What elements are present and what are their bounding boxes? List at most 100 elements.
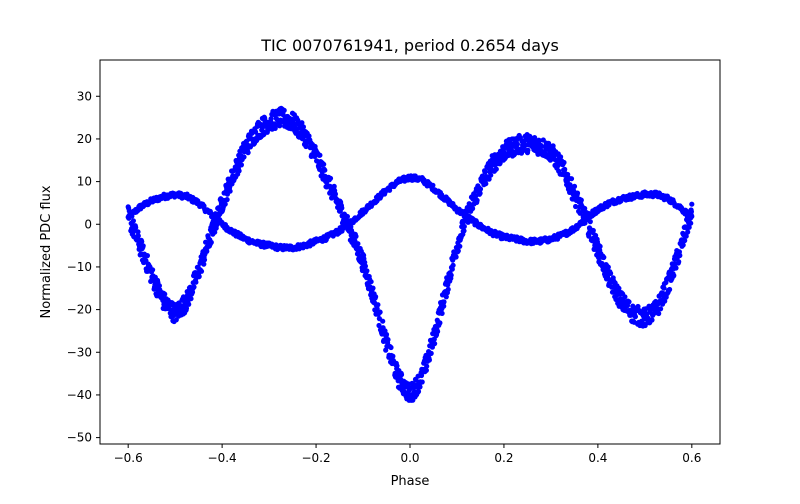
data-point [432,341,438,347]
data-point [375,302,381,308]
data-point [461,228,467,234]
data-point [443,294,449,300]
data-point [140,243,146,249]
data-point [362,263,368,269]
data-point [680,242,686,248]
data-point [388,344,394,351]
data-point [373,294,379,300]
data-point [441,299,447,305]
data-point [661,285,667,291]
data-point [688,220,694,226]
data-point [477,186,484,192]
x-axis-ticks: −0.6 −0.4 −0.2 0.0 0.2 0.4 0.6 [114,444,701,465]
data-point [156,283,162,289]
data-point [214,222,220,228]
data-point [198,268,205,274]
data-point [133,224,139,231]
data-points-layer [125,105,695,403]
data-point [685,229,691,235]
y-tick-label: −10 [67,260,92,274]
data-point [355,241,361,247]
x-axis-label: Phase [391,474,430,489]
data-point [419,379,425,385]
data-point [582,220,588,226]
data-point [332,191,338,197]
data-point [130,218,136,224]
data-point [441,303,447,309]
data-point [482,169,488,175]
data-point [601,254,607,260]
data-point [216,217,222,223]
y-tick-label: 20 [77,132,92,146]
data-point [688,209,695,215]
data-point [191,284,197,290]
data-point [364,268,370,274]
y-axis-label: Normalized PDC flux [39,185,54,318]
data-point [582,205,588,212]
data-point [470,205,476,212]
data-point [649,317,655,323]
data-point [635,303,641,310]
data-point [277,123,283,129]
data-point [608,270,614,276]
data-point [558,154,564,160]
data-point [626,299,632,305]
data-point [183,305,190,311]
x-tick-label: −0.6 [114,451,143,465]
data-point [676,259,682,265]
data-point [186,301,192,307]
data-point [437,320,443,326]
data-point [222,201,228,207]
data-point [299,120,305,126]
data-point [439,310,445,316]
x-tick-label: 0.4 [588,451,607,465]
data-point [385,337,391,343]
y-tick-label: −50 [67,431,92,445]
data-point [317,152,323,158]
data-point [457,243,463,249]
data-point [368,279,374,285]
data-point [353,233,359,239]
chart-title: TIC 0070761941, period 0.2654 days [260,36,559,55]
data-point [497,160,503,166]
data-point [344,213,350,220]
data-point [605,264,611,270]
data-point [339,205,345,211]
data-point [562,166,568,172]
x-tick-label: −0.4 [208,451,237,465]
data-point [426,357,432,363]
data-point [327,175,334,181]
data-point [532,135,538,141]
data-point [236,168,242,174]
data-point [493,166,499,172]
data-point [461,223,467,230]
x-tick-label: 0.6 [682,451,701,465]
data-point [135,229,141,235]
data-point [127,213,133,219]
data-point [322,167,328,173]
data-point [616,285,622,291]
data-point [450,262,456,268]
data-point [671,272,677,279]
data-point [208,239,214,245]
data-point [585,212,591,218]
x-tick-label: 0.2 [494,451,513,465]
data-point [428,350,434,356]
data-point [465,217,472,223]
data-point [238,162,244,168]
data-point [390,353,396,359]
data-point [303,143,309,150]
data-point [394,363,400,369]
data-point [423,367,429,373]
data-point [568,176,575,182]
data-point [597,243,603,249]
data-point [201,261,207,267]
data-point [415,388,422,395]
data-point [204,248,210,254]
data-point [135,233,141,239]
data-point [188,296,194,302]
data-point [306,133,312,139]
data-point [321,161,327,167]
